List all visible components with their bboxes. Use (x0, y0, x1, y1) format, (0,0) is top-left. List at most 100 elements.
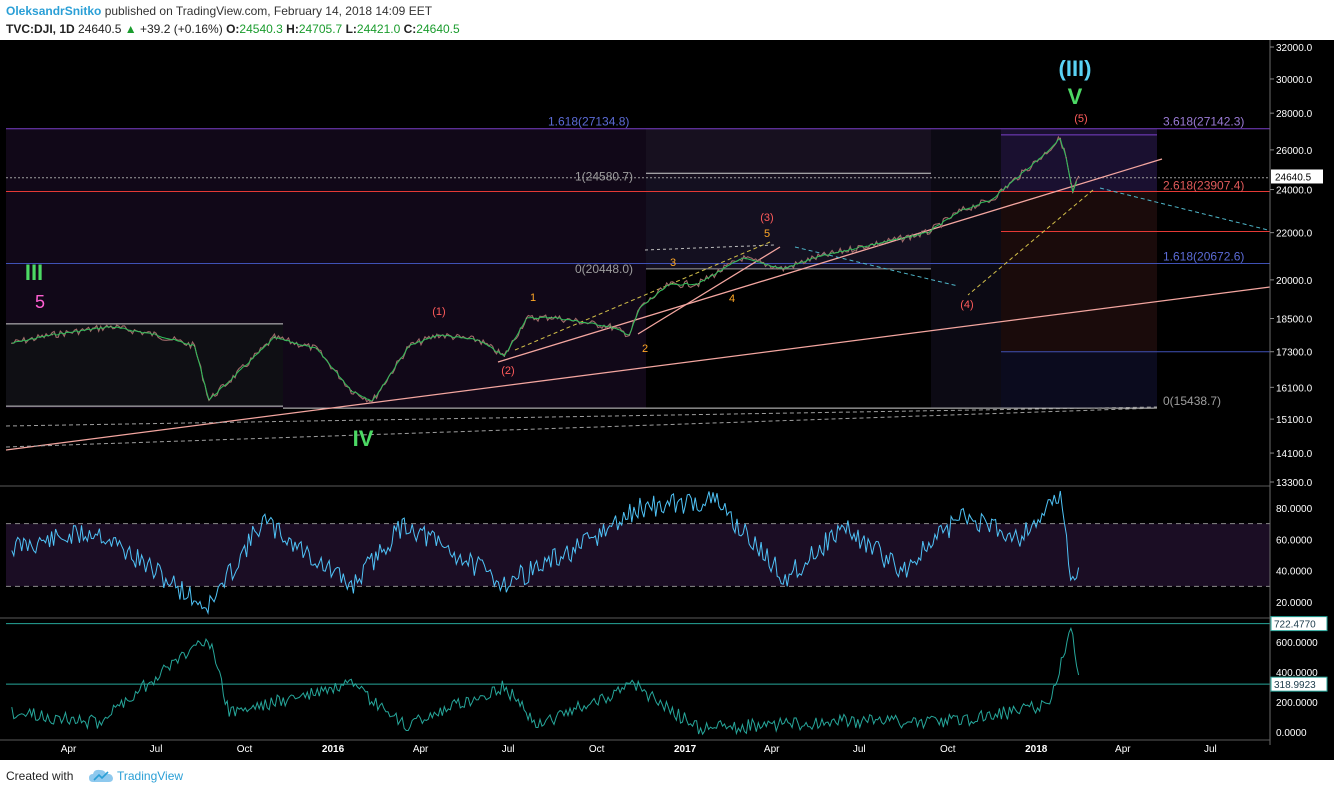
wave-label-orange: 2 (642, 343, 648, 355)
price-tick-label: 28000.0 (1276, 109, 1313, 120)
price-point (478, 339, 480, 341)
time-tick-label: 2018 (1025, 744, 1048, 755)
price-tick-label: 17300.0 (1276, 348, 1313, 359)
price-point (408, 345, 410, 347)
price-point (208, 399, 210, 401)
price-point (371, 400, 374, 402)
rsi-band-fill (6, 523, 1270, 587)
price-tick-label: 16100.0 (1276, 383, 1313, 394)
wave-projection-line (644, 244, 776, 251)
wave4-target-line (967, 189, 1094, 296)
wave-label-red: (2) (501, 365, 514, 377)
price-tick-label: 13300.0 (1276, 478, 1313, 489)
atr-tick-label: 400.0000 (1276, 668, 1318, 679)
trendlines (5, 158, 1271, 451)
symbol-label[interactable]: TVC:DJI, 1D (6, 22, 75, 36)
price-point (228, 380, 230, 382)
price-point (1072, 191, 1074, 194)
up-arrow-icon: ▲ (124, 22, 137, 36)
time-tick-label: Jul (502, 744, 515, 755)
rsi-tick-label: 40.0000 (1276, 567, 1313, 578)
wave-label-green: V (1068, 84, 1083, 109)
price-point (1044, 153, 1046, 155)
price-tick-label: 20000.0 (1276, 276, 1313, 287)
time-tick-label: 2017 (674, 744, 697, 755)
price-series (11, 135, 1080, 404)
atr-line (11, 627, 1080, 736)
price-point (193, 345, 196, 347)
atr-tick-label: 200.0000 (1276, 698, 1318, 709)
atr-value-flag (1270, 616, 1328, 632)
fib-zone-right-top (1001, 128, 1157, 192)
right-axis-bg (1270, 40, 1334, 760)
price-point (782, 268, 784, 270)
low-label: L: (345, 22, 357, 36)
time-tick-label: Apr (413, 744, 429, 755)
price-point (857, 246, 859, 249)
change-value: +39.2 (+0.16%) (140, 22, 223, 36)
time-tick-label: 2016 (322, 744, 345, 755)
atr-tick-label: 600.0000 (1276, 638, 1318, 649)
time-tick-label: Apr (764, 744, 780, 755)
atr-panel (6, 623, 1270, 736)
fib-label: 0(15438.7) (1163, 394, 1221, 408)
fib-zone-right-mid (1001, 191, 1157, 352)
chart-canvas[interactable]: 32000.030000.028000.026000.024000.022000… (0, 40, 1334, 760)
price-point (609, 325, 611, 328)
lower-dashed-line (5, 406, 1158, 427)
time-tick-label: Oct (237, 744, 253, 755)
fib-label: 0(20448.0) (575, 262, 633, 276)
fib-label: 2.618(23907.4) (1163, 178, 1244, 192)
price-tick-label: 26000.0 (1276, 146, 1313, 157)
price-point (51, 334, 53, 336)
post-peak-projection (1099, 187, 1269, 231)
time-tick-label: Apr (1115, 744, 1131, 755)
price-point (1065, 156, 1067, 159)
price-point (438, 334, 440, 336)
atr-value-flag-text: 318.9923 (1274, 680, 1316, 691)
fib-zone-gap (931, 128, 1001, 409)
tradingview-cloud-icon[interactable] (88, 768, 114, 784)
wave-label-orange: 4 (729, 293, 735, 305)
price-tick-label: 15100.0 (1276, 415, 1313, 426)
close-label: C: (403, 22, 417, 36)
author-link[interactable]: OleksandrSnitko (6, 4, 102, 18)
last-price-flag-text: 24640.5 (1275, 172, 1312, 183)
price-tick-label: 14100.0 (1276, 449, 1313, 460)
price-point (550, 316, 553, 318)
price-point (990, 199, 992, 201)
price-point (901, 237, 904, 239)
price-point (1059, 137, 1061, 139)
created-with-text: Created with (6, 769, 74, 783)
time-tick-label: Oct (940, 744, 956, 755)
fib-label: 3.618(27142.3) (1163, 115, 1244, 129)
open-label: O: (226, 22, 240, 36)
time-tick-label: Oct (589, 744, 605, 755)
price-point (525, 317, 528, 320)
tradingview-link[interactable]: TradingView (117, 769, 184, 783)
chart-header: OleksandrSnitko published on TradingView… (0, 0, 1334, 40)
rsi-line (11, 490, 1080, 615)
price-point (698, 282, 700, 285)
wave-label-magenta: 5 (35, 292, 45, 312)
price-point (668, 284, 670, 286)
price-point (1070, 182, 1072, 184)
time-tick-label: Apr (61, 744, 77, 755)
wave-label-green: III (25, 260, 43, 285)
wave-label-red: (4) (960, 299, 973, 311)
last-price-flag (1271, 169, 1323, 184)
low-value: 24421.0 (356, 22, 401, 36)
last-price: 24640.5 (78, 22, 122, 36)
wave-label-green: IV (353, 426, 374, 451)
price-point (1019, 174, 1021, 176)
close-value: 24640.5 (416, 22, 460, 36)
price-tick-label: 18500.0 (1276, 314, 1313, 325)
rsi-tick-label: 20.0000 (1276, 598, 1313, 609)
fib-shading (6, 128, 1157, 409)
range-box-2015 (6, 323, 283, 407)
axes: 32000.030000.028000.026000.024000.022000… (0, 40, 1334, 760)
price-point (110, 325, 112, 328)
ohlc-line: TVC:DJI, 1D 24640.5 ▲ +39.2 (+0.16%) O: 2… (6, 22, 460, 36)
wave-label-red: (1) (432, 306, 445, 318)
fib-label: 1(24580.7) (575, 170, 633, 184)
